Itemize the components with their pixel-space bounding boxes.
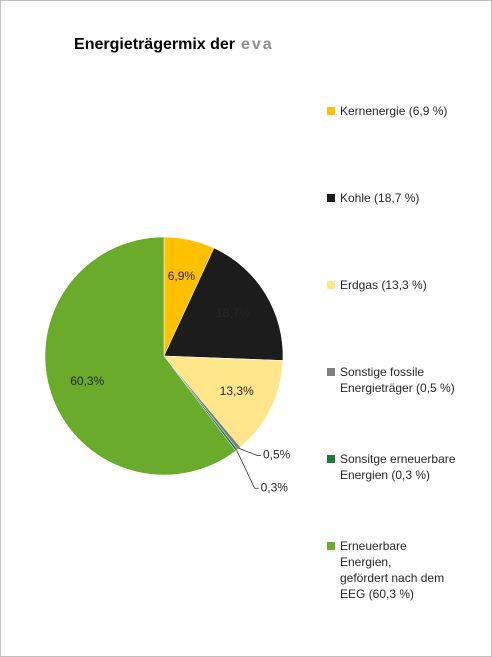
leader-line xyxy=(238,448,261,456)
data-label: 6,9% xyxy=(168,269,196,283)
legend-swatch xyxy=(327,194,335,202)
legend-label: Erdgas (13,3 %) xyxy=(340,278,427,292)
legend-label: Erneuerbare Energien, gefördert nach dem… xyxy=(340,539,445,601)
data-label: 13,3% xyxy=(220,384,254,398)
data-label: 18,7% xyxy=(216,306,250,320)
legend-swatch xyxy=(327,455,335,463)
chart-title-brand: eva xyxy=(241,36,274,53)
data-label: 0,3% xyxy=(261,480,289,494)
legend-swatch xyxy=(327,107,335,115)
legend-label: Sonstige fossile Energieträger (0,5 %) xyxy=(340,365,455,395)
leader-line xyxy=(236,450,259,489)
pie-slice xyxy=(163,355,284,448)
pie-slice xyxy=(44,236,237,476)
data-label: 0,5% xyxy=(263,448,291,462)
legend-swatch xyxy=(327,542,335,550)
legend-swatch xyxy=(327,368,335,376)
data-label: 60,3% xyxy=(70,374,104,388)
legend-label: Sonsitge erneuerbare Energien (0,3 %) xyxy=(340,452,456,482)
legend-label: Kohle (18,7 %) xyxy=(340,191,420,205)
legend-swatch xyxy=(327,281,335,289)
pie-slice xyxy=(163,247,284,361)
legend-label: Kernenergie (6,9 %) xyxy=(340,104,448,118)
chart-title: Energieträgermix der xyxy=(74,36,235,53)
